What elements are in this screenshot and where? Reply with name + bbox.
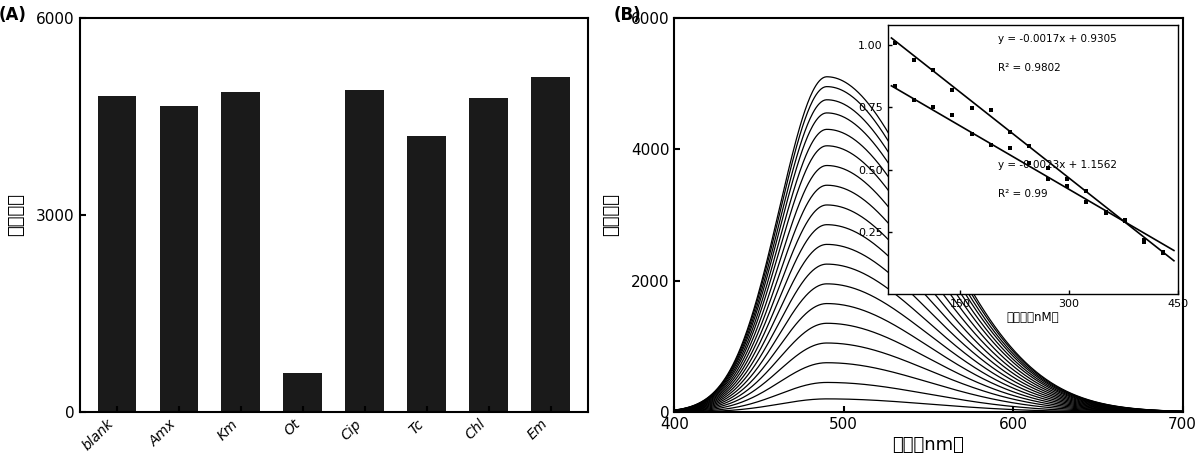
Bar <box>531 77 569 412</box>
Bar <box>159 106 197 412</box>
X-axis label: 波长（nm）: 波长（nm） <box>892 436 964 454</box>
Bar <box>98 96 136 412</box>
Bar <box>346 90 384 412</box>
Bar <box>283 372 321 412</box>
Y-axis label: 荺光强度: 荺光强度 <box>7 193 25 236</box>
Bar <box>222 92 260 412</box>
Text: (A): (A) <box>0 6 26 24</box>
Bar <box>470 98 508 412</box>
Y-axis label: 荺光强度: 荺光强度 <box>602 193 620 236</box>
Text: (B): (B) <box>613 6 641 24</box>
Bar <box>407 136 445 412</box>
